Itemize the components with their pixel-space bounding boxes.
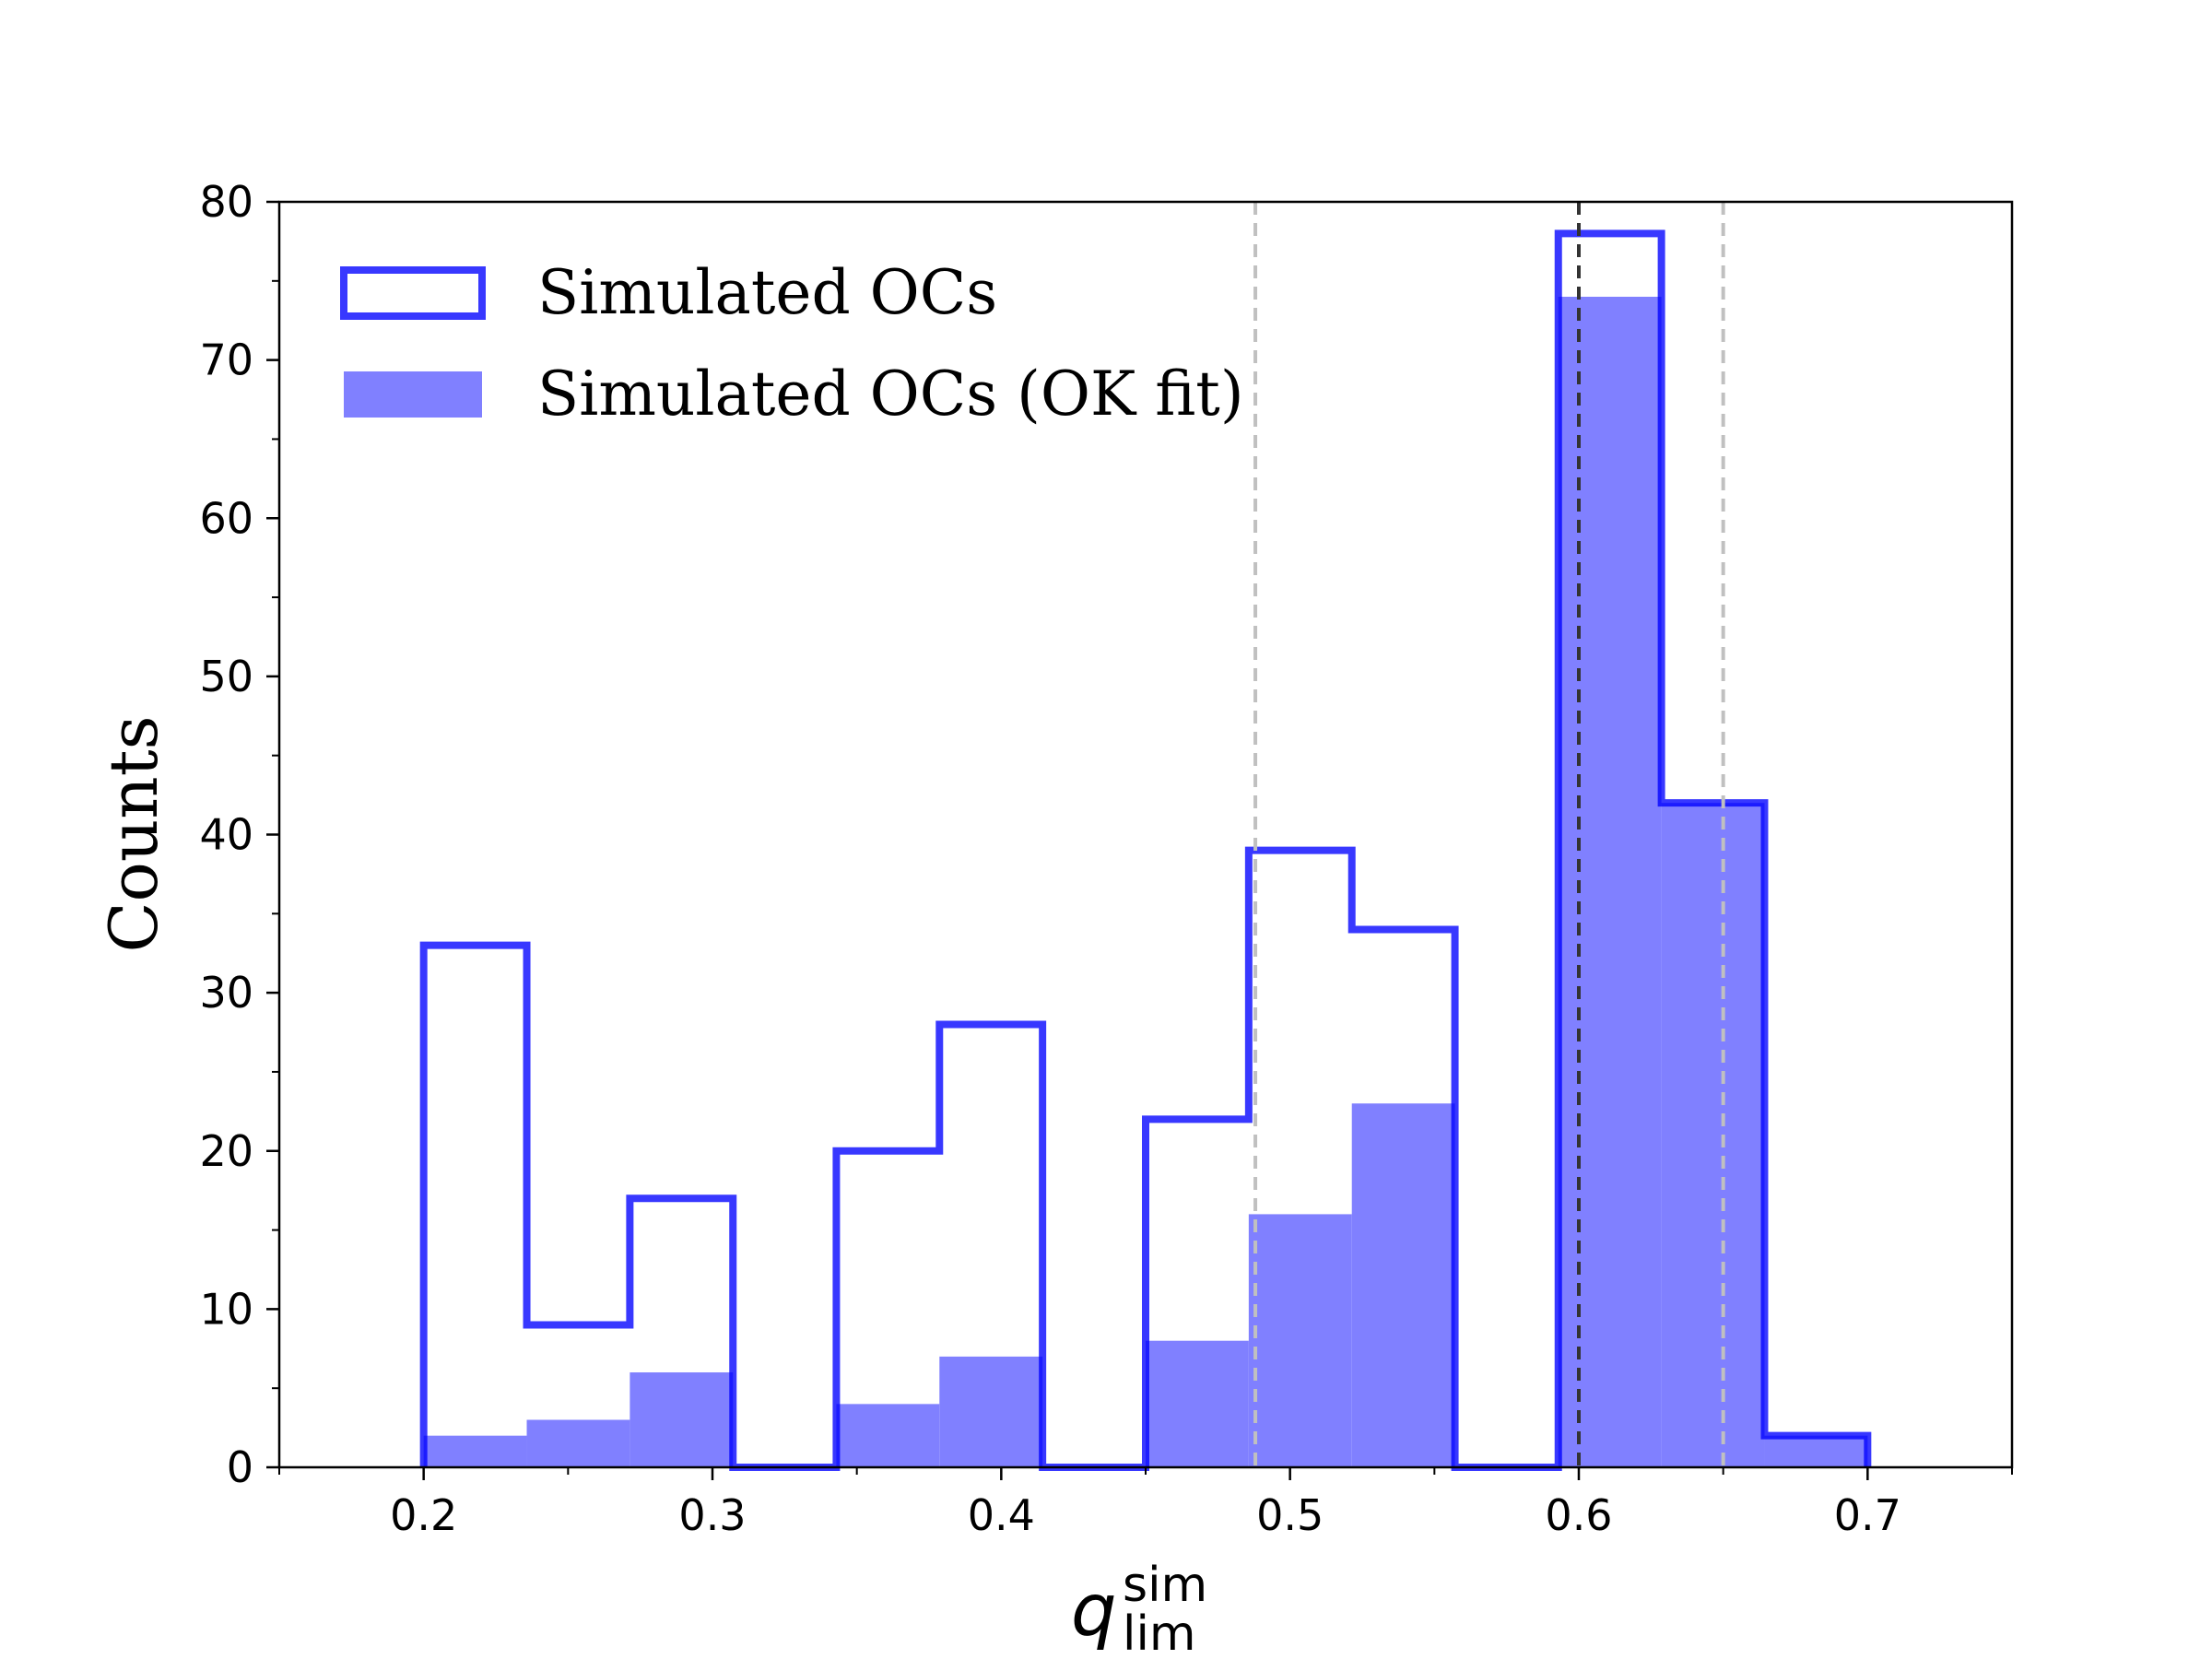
- x-tick-label: 0.3: [678, 1490, 746, 1540]
- x-tick-label: 0.7: [1834, 1490, 1901, 1540]
- ok-fit-bars: [423, 296, 1868, 1468]
- ok-fit-bar: [1146, 1340, 1249, 1467]
- x-tick-label: 0.5: [1256, 1490, 1324, 1540]
- ok-fit-bar: [423, 1435, 527, 1467]
- ok-fit-bar: [836, 1404, 940, 1467]
- x-tick-label: 0.6: [1545, 1490, 1612, 1540]
- y-tick-label: 70: [199, 335, 253, 385]
- legend-label-simulated-ocs: Simulated OCs: [537, 257, 997, 328]
- x-axis-ticks: 0.2 0.3 0.4 0.5 0.6 0.7: [278, 1467, 2013, 1540]
- y-tick-label: 50: [199, 652, 253, 701]
- y-tick-label: 40: [199, 810, 253, 860]
- ok-fit-bar: [526, 1419, 630, 1467]
- ok-fit-bar: [1764, 1435, 1868, 1467]
- y-axis-ticks: 0 10 20 30 40 50 60 70 80: [199, 177, 279, 1492]
- x-axis-label: q sim lim: [1071, 1558, 1207, 1659]
- x-tick-label: 0.4: [968, 1490, 1035, 1540]
- x-axis-label-subscript: lim: [1123, 1606, 1196, 1659]
- y-tick-label: 0: [227, 1442, 253, 1492]
- legend-swatch-simulated-ocs: [340, 266, 486, 320]
- ok-fit-bar: [1248, 1214, 1352, 1467]
- legend-label-simulated-ocs-ok-fit: Simulated OCs (OK fit): [537, 359, 1244, 429]
- ok-fit-bar: [1661, 803, 1765, 1467]
- x-axis-label-main: q: [1071, 1570, 1117, 1653]
- legend: Simulated OCs Simulated OCs (OK fit): [340, 257, 1244, 429]
- y-axis-label: Counts: [95, 715, 172, 952]
- simulated-ocs-step-outline: [419, 229, 1872, 1471]
- ok-fit-bar: [1558, 296, 1662, 1468]
- y-tick-label: 20: [199, 1126, 253, 1176]
- ok-fit-bar: [939, 1356, 1043, 1467]
- y-tick-label: 80: [199, 177, 253, 227]
- y-tick-label: 60: [199, 493, 253, 543]
- legend-swatch-simulated-ocs-ok-fit: [344, 371, 482, 418]
- y-tick-label: 10: [199, 1284, 253, 1334]
- y-tick-label: 30: [199, 968, 253, 1018]
- x-axis-label-superscript: sim: [1123, 1558, 1207, 1613]
- ok-fit-bar: [1351, 1103, 1455, 1467]
- ok-fit-bar: [629, 1372, 734, 1467]
- x-tick-label: 0.2: [390, 1490, 457, 1540]
